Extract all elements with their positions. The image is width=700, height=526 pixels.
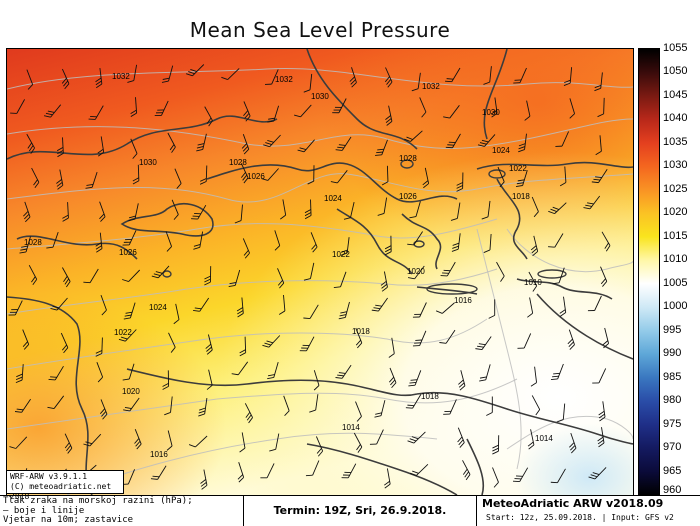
footer-model: MeteoAdriatic ARW v2018.09 Start: 12z, 2… [476,496,700,526]
colorbar-tick-label: 990 [663,348,681,359]
colorbar-tick-label: 970 [663,442,681,453]
isobar-label: 1018 [512,192,530,201]
isobar-label: 1028 [24,238,42,247]
isobar-label: 1030 [139,158,157,167]
footer-termin: Termin: 19Z, Sri, 26.9.2018. [244,496,477,526]
colorbar-tick-label: 1045 [663,90,687,101]
isobar-label: 1026 [119,248,137,257]
termin-text: Termin: 19Z, Sri, 26.9.2018. [244,504,476,517]
isobar-label: 1032 [112,72,130,81]
colorbar-tick-label: 980 [663,395,681,406]
isobar-label: 1022 [114,328,132,337]
colorbar-tick-label: 985 [663,372,681,383]
run-info: Start: 12z, 25.09.2018. | Input: GFS v2 [486,513,674,522]
colorbar-tick-label: 1020 [663,207,687,218]
colorbar-tick-label: 1040 [663,113,687,124]
map-title: Mean Sea Level Pressure [0,18,640,42]
isobar-label: 1010 [524,278,542,287]
isobar-label: 1024 [324,194,342,203]
colorbar-tick-label: 1025 [663,184,687,195]
footer: Tlak zraka na morskoj razini (hPa); — bo… [0,495,700,526]
colorbar-tick-label: 1030 [663,160,687,171]
isobar-label: 1024 [149,303,167,312]
colorbar-tick-label: 1035 [663,137,687,148]
footer-legend: Tlak zraka na morskoj razini (hPa); — bo… [0,496,244,526]
isobar-label: 1016 [150,450,168,459]
isobar-label: 1030 [311,92,329,101]
colorbar-tick-label: 965 [663,466,681,477]
isobar-label: 1016 [454,296,472,305]
isobar-label: 1020 [122,387,140,396]
colorbar [638,48,660,496]
colorbar-tick-label: 975 [663,419,681,430]
isobar-label: 1030 [482,108,500,117]
isobar-label: 1024 [492,146,510,155]
legend-line: Vjetar na 10m; zastavice [3,516,240,526]
isobar-label: 1032 [422,82,440,91]
credit-line: WRF-ARW v3.9.1.1 [10,472,120,482]
isobar-label: 1028 [399,154,417,163]
colorbar-tick-label: 1015 [663,231,687,242]
isobar-label: 1020 [407,267,425,276]
colorbar-tick-label: 995 [663,325,681,336]
isobar-label: 1018 [352,327,370,336]
isobar-label: 1026 [399,192,417,201]
isobar-label: 1018 [421,392,439,401]
colorbar-tick-label: 1005 [663,278,687,289]
isobar-label: 1022 [332,250,350,259]
isobar-label: 1028 [229,158,247,167]
colorbar-tick-label: 1055 [663,43,687,54]
colorbar-tick-label: 1000 [663,301,687,312]
model-version: MeteoAdriatic ARW v2018.09 [482,497,663,510]
isobar-label: 1014 [342,423,360,432]
model-credit: WRF-ARW v3.9.1.1 (C) meteoadriatic.net 2… [6,470,124,494]
isobar-label: 1026 [247,172,265,181]
colorbar-tick-label: 1010 [663,254,687,265]
isobar-label: 1032 [275,75,293,84]
isobar-label: 1022 [509,164,527,173]
isobar-label: 1014 [535,434,553,443]
colorbar-tick-label: 1050 [663,66,687,77]
